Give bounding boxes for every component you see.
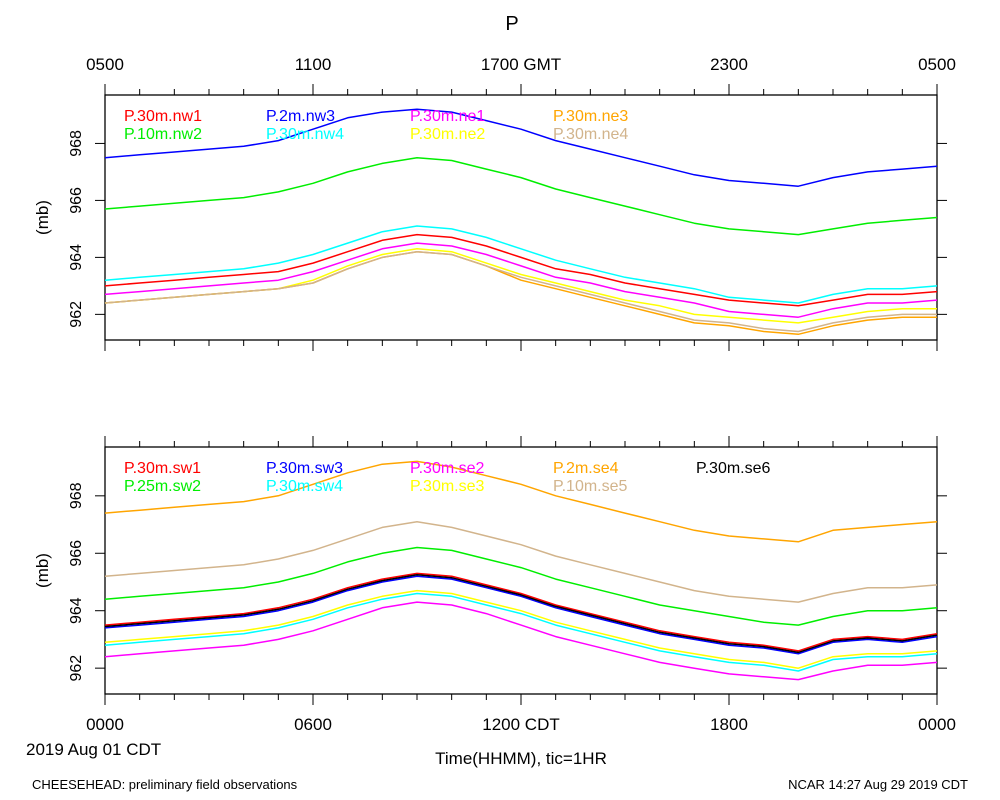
- series-line-P-30m-ne2: [104, 248, 937, 324]
- series-line-P-30m-nw4: [104, 225, 938, 304]
- y-tick-label: 962: [68, 655, 85, 682]
- legend-entry: P.30m.se3: [410, 478, 485, 495]
- bottom-axis-tick-label: 0600: [294, 715, 332, 734]
- legend-entry: P.30m.nw4: [266, 126, 344, 143]
- footer-right: NCAR 14:27 Aug 29 2019 CDT: [788, 777, 968, 792]
- bottom-axis-tick-label: 1800: [710, 715, 748, 734]
- series-line-P-30m-sw3: [104, 575, 938, 655]
- y-tick-label: 966: [68, 187, 85, 214]
- y-axis-label: (mb): [33, 553, 52, 588]
- series-line-P-2m-se4: [104, 460, 938, 543]
- legend-entry: P.2m.nw3: [266, 108, 335, 125]
- top-axis-tick-label: 1700 GMT: [481, 55, 561, 74]
- legend-entry: P.30m.ne4: [553, 126, 628, 143]
- series-line-P-25m-sw2: [104, 546, 938, 626]
- y-tick-label: 962: [68, 301, 85, 328]
- bottom-axis-tick-labels: 0000 0600 1200 CDT 1800 0000: [86, 715, 956, 734]
- y-tick-label: 968: [68, 130, 85, 157]
- chart-title: P: [505, 13, 518, 35]
- legend-entry: P.30m.se2: [410, 460, 485, 477]
- legend-entry: P.25m.sw2: [124, 478, 201, 495]
- series-line-P-30m-ne1: [104, 242, 938, 318]
- top-axis-tick-label: 2300: [710, 55, 748, 74]
- series-line-P-30m-se6: [104, 574, 938, 654]
- legend-entry: P.30m.sw1: [124, 460, 201, 477]
- legend-entry: P.30m.ne3: [553, 108, 628, 125]
- y-tick-label: 966: [68, 540, 85, 567]
- series-line-P-10m-nw2: [104, 156, 938, 236]
- footer-left: CHEESEHEAD: preliminary field observatio…: [32, 777, 298, 792]
- legend-entry: P.2m.se4: [553, 460, 619, 477]
- bottom-axis-tick-label: 1200 CDT: [482, 715, 559, 734]
- y-tick-label: 964: [68, 597, 85, 624]
- y-tick-label: 968: [68, 482, 85, 509]
- x-axis-label: Time(HHMM), tic=1HR: [435, 749, 607, 768]
- legend-entry: P.10m.se5: [553, 478, 628, 495]
- series-line-P-10m-se5: [104, 520, 938, 603]
- date-label: 2019 Aug 01 CDT: [26, 740, 161, 759]
- top-axis-tick-label: 0500: [86, 55, 124, 74]
- top-axis-tick-label: 0500: [918, 55, 956, 74]
- legend-entry: P.30m.ne1: [410, 108, 485, 125]
- y-axis-label: (mb): [33, 200, 52, 235]
- series-line-P-30m-nw1: [104, 233, 938, 307]
- legend-entry: P.30m.ne2: [410, 126, 485, 143]
- legend-entry: P.30m.nw1: [124, 108, 202, 125]
- legend-entry: P.10m.nw2: [124, 126, 202, 143]
- series-line-P-30m-ne4: [104, 250, 937, 333]
- series-line-P-2m-nw3: [104, 108, 938, 187]
- legend-entry: P.30m.se6: [696, 460, 771, 477]
- legend-entry: P.30m.sw4: [266, 478, 343, 495]
- bottom-axis-tick-label: 0000: [918, 715, 956, 734]
- legend-entry: P.30m.sw3: [266, 460, 343, 477]
- y-tick-label: 964: [68, 244, 85, 271]
- series-line-P-30m-sw4: [104, 592, 938, 672]
- series-line-P-30m-se2: [104, 601, 938, 681]
- top-axis-tick-label: 1100: [295, 55, 332, 74]
- series-line-P-30m-sw1: [104, 572, 938, 652]
- series-line-P-30m-se3: [104, 589, 938, 669]
- bottom-axis-tick-label: 0000: [86, 715, 124, 734]
- top-axis-tick-labels: 0500 1100 1700 GMT 2300 0500: [86, 55, 956, 74]
